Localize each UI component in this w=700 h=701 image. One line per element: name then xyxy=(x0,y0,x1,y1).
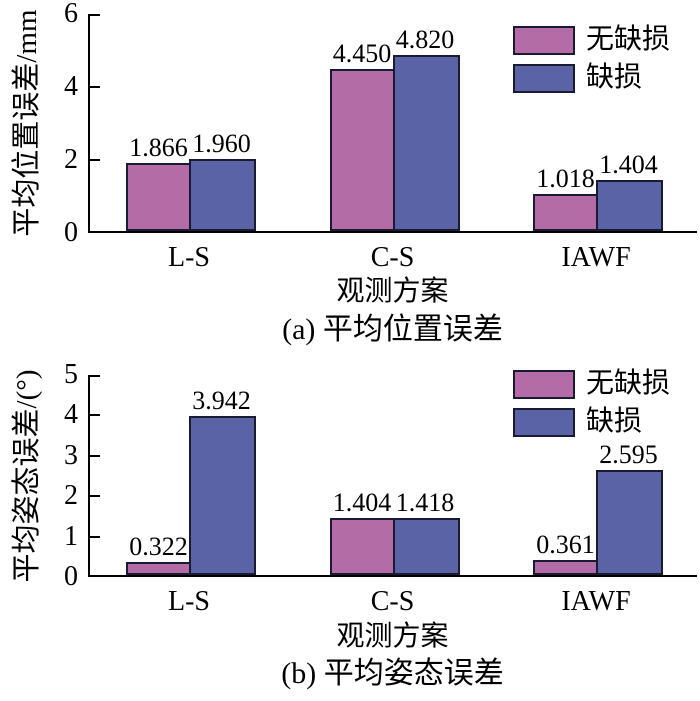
legend-label-no-defect: 无缺损 xyxy=(586,24,671,55)
legend-swatch-defect xyxy=(513,407,575,437)
value-label: 1.018 xyxy=(536,164,595,193)
bar-C-S-defect xyxy=(392,518,460,575)
value-label: 4.450 xyxy=(332,39,392,68)
value-label: 1.418 xyxy=(395,488,455,517)
y-tick-label: 2 xyxy=(64,144,78,175)
legend-b: 无缺损 缺损 xyxy=(513,369,670,437)
value-label: 1.960 xyxy=(192,129,251,158)
legend-label-no-defect: 无缺损 xyxy=(586,368,671,399)
y-tick-mark xyxy=(90,86,100,88)
y-tick-mark xyxy=(90,536,100,538)
y-tick-label: 0 xyxy=(64,561,78,592)
legend-entry-defect: 缺损 xyxy=(513,63,670,93)
y-tick-label: 4 xyxy=(64,71,78,102)
value-label: 4.820 xyxy=(395,25,455,54)
legend-swatch-defect xyxy=(513,63,575,93)
category-label-C-S: C-S xyxy=(370,242,415,273)
legend-swatch-no-defect xyxy=(513,25,575,55)
bar-IAWF-no-defect xyxy=(533,194,598,231)
y-tick-mark xyxy=(90,495,100,497)
y-tick-label: 1 xyxy=(64,521,78,552)
caption-a: (a) 平均位置误差 xyxy=(282,313,503,346)
y-tick-label: 0 xyxy=(64,217,78,248)
legend-label-defect: 缺损 xyxy=(586,406,643,437)
category-label-L-S: L-S xyxy=(168,242,210,273)
y-tick-mark xyxy=(90,414,100,416)
legend-entry-defect: 缺损 xyxy=(513,407,670,437)
legend-entry-no-defect: 无缺损 xyxy=(513,25,670,55)
plot-area-a: 1.866 4.450 1.018 1.960 4.820 1.404 xyxy=(88,14,697,233)
bar-L-S-no-defect xyxy=(126,562,191,575)
y-tick-label: 3 xyxy=(64,440,78,471)
legend-swatch-no-defect xyxy=(513,369,575,399)
bar-C-S-no-defect xyxy=(329,69,395,231)
bar-L-S-defect xyxy=(189,159,256,231)
category-label-IAWF: IAWF xyxy=(561,242,631,273)
chart-panel-a: 平均位置误差/mm 1.866 4.450 1.018 1.960 4.820 1.404… xyxy=(11,0,697,346)
caption-b: (b) 平均姿态误差 xyxy=(281,657,504,690)
value-label: 0.361 xyxy=(536,530,595,559)
legend-a: 无缺损 缺损 xyxy=(513,25,670,93)
y-tick-mark xyxy=(90,455,100,457)
x-axis-title-a: 观测方案 xyxy=(336,276,449,307)
bar-L-S-no-defect xyxy=(126,163,191,231)
chart-panel-b: 平均姿态误差/(°) 0.322 1.404 0.361 3.942 1.418 2.59… xyxy=(0,355,700,701)
legend-entry-no-defect: 无缺损 xyxy=(513,369,670,399)
x-axis-title-b: 观测方案 xyxy=(336,621,449,652)
y-tick-label: 4 xyxy=(64,399,78,430)
y-axis-title-a: 平均位置误差/mm xyxy=(11,9,43,237)
y-tick-label: 5 xyxy=(64,359,78,390)
y-tick-label: 2 xyxy=(64,480,78,511)
bar-IAWF-no-defect xyxy=(533,560,598,575)
bar-IAWF-defect xyxy=(596,470,663,575)
y-tick-mark xyxy=(90,14,100,16)
value-label: 0.322 xyxy=(129,532,188,561)
bar-IAWF-defect xyxy=(596,180,663,231)
plot-area-b: 0.322 1.404 0.361 3.942 1.418 2.595 xyxy=(88,375,697,577)
bar-C-S-no-defect xyxy=(329,518,395,575)
value-label: 1.404 xyxy=(599,150,658,179)
category-label-C-S: C-S xyxy=(370,586,415,617)
value-label: 3.942 xyxy=(192,386,251,415)
y-tick-mark xyxy=(90,375,100,377)
legend-label-defect: 缺损 xyxy=(586,62,643,93)
value-label: 1.866 xyxy=(129,133,188,162)
y-tick-mark xyxy=(90,159,100,161)
value-label: 1.404 xyxy=(332,488,392,517)
bar-L-S-defect xyxy=(189,416,256,575)
y-tick-label: 6 xyxy=(64,0,78,29)
bar-C-S-defect xyxy=(392,55,460,231)
value-label: 2.595 xyxy=(599,440,658,469)
category-label-L-S: L-S xyxy=(168,586,210,617)
category-label-IAWF: IAWF xyxy=(561,586,631,617)
